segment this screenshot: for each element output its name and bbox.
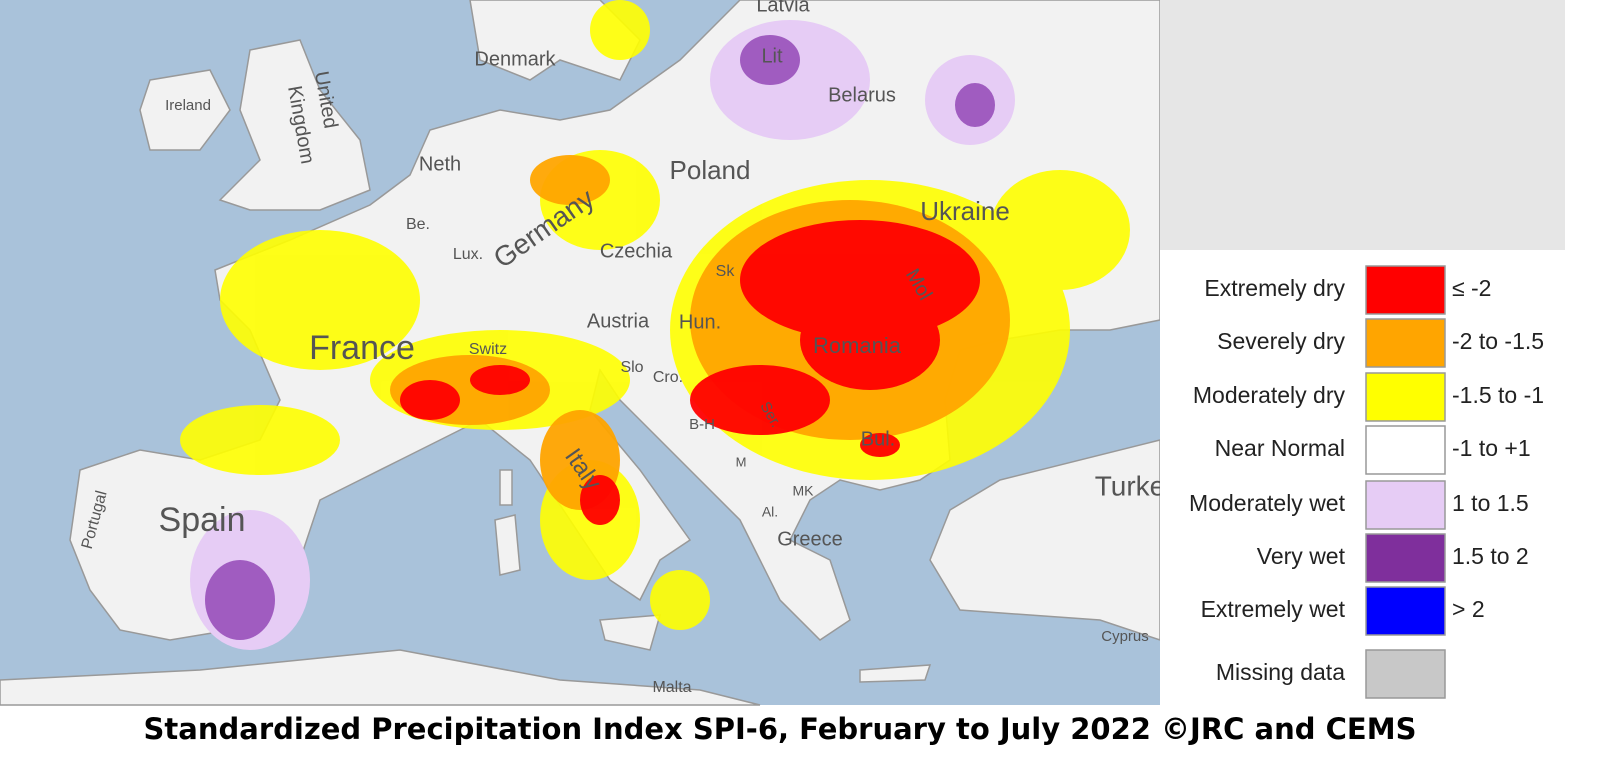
map-label: Sk — [716, 263, 736, 280]
map-label: Be. — [406, 216, 430, 233]
legend-swatch — [1365, 533, 1446, 583]
map-label: France — [309, 329, 415, 367]
legend: Extremely dry ≤ -2 Severely dry -2 to -1.5 M… — [1189, 265, 1544, 699]
dry-areas — [180, 0, 1130, 630]
map-label: Belarus — [828, 84, 896, 106]
map-label: Malta — [652, 679, 691, 696]
legend-range: ≤ -2 — [1452, 275, 1491, 301]
legend-range: 1.5 to 2 — [1452, 543, 1529, 569]
legend-range: -2 to -1.5 — [1452, 328, 1544, 354]
map-label: Switz — [469, 341, 507, 358]
map-label: MK — [793, 483, 815, 499]
legend-label: Very wet — [1257, 543, 1346, 569]
map-label: Slo — [620, 359, 643, 376]
legend-range: 1 to 1.5 — [1452, 490, 1529, 516]
map-label: Romania — [813, 333, 902, 358]
map-label: Neth — [419, 153, 461, 175]
map: Latvia Denmark Ireland United Kingdom Ne… — [0, 0, 1166, 706]
map-label: Greece — [777, 528, 843, 550]
map-label: Hun. — [679, 311, 721, 333]
legend-label: Missing data — [1216, 659, 1345, 685]
map-label: Spain — [159, 501, 246, 539]
legend-swatch — [1365, 318, 1446, 368]
legend-swatch — [1365, 649, 1446, 699]
legend-label: Severely dry — [1217, 328, 1345, 354]
legend-swatch — [1365, 372, 1446, 422]
map-label: M — [736, 454, 747, 469]
map-label: Cro. — [653, 369, 683, 386]
legend-label: Near Normal — [1215, 435, 1345, 461]
legend-label: Extremely dry — [1204, 275, 1345, 301]
legend-range: -1.5 to -1 — [1452, 382, 1544, 408]
map-label: Lux. — [453, 246, 483, 263]
map-label: Czechia — [600, 240, 673, 262]
map-label: Ireland — [165, 97, 211, 114]
legend-range: > 2 — [1452, 596, 1485, 622]
map-label: Al. — [762, 504, 778, 520]
missing-area — [1160, 0, 1565, 250]
map-label: Turke — [1095, 470, 1166, 501]
map-label: Denmark — [474, 48, 556, 70]
legend-range: -1 to +1 — [1452, 435, 1531, 461]
legend-swatch — [1365, 480, 1446, 530]
map-label: Cyprus — [1101, 628, 1149, 645]
map-label: Bul. — [861, 428, 895, 450]
map-label: Latvia — [756, 0, 810, 16]
map-label: Poland — [670, 155, 751, 185]
legend-label: Extremely wet — [1201, 596, 1346, 622]
map-label: Ukraine — [920, 196, 1010, 226]
legend-swatch — [1365, 265, 1446, 315]
map-label: Lit — [761, 45, 783, 67]
caption: Standardized Precipitation Index SPI-6, … — [144, 712, 1417, 746]
legend-label: Moderately wet — [1189, 490, 1346, 516]
map-label: B-H — [689, 416, 715, 433]
legend-swatch — [1365, 586, 1446, 636]
legend-swatch — [1365, 425, 1446, 475]
legend-label: Moderately dry — [1193, 382, 1346, 408]
map-label: Austria — [587, 310, 650, 332]
wet-areas — [190, 20, 1015, 650]
